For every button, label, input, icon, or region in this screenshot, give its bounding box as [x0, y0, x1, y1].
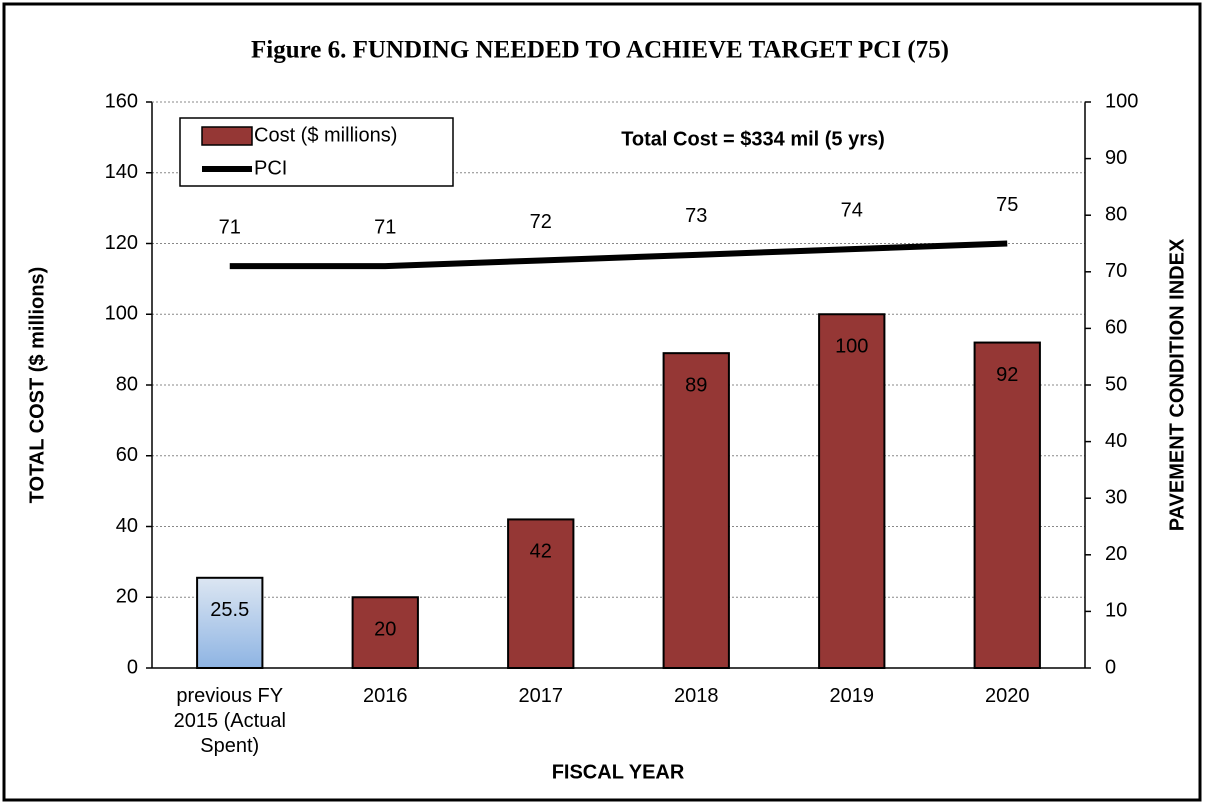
bar [507, 518, 575, 669]
x-tick-label: previous FY 2015 (Actual Spent) [173, 685, 286, 757]
data-label: 42 [530, 541, 552, 563]
data-label: 74 [841, 199, 863, 221]
y-tick-label: 160 [105, 90, 138, 112]
x-tick-label: 2017 [518, 685, 564, 707]
annotation: Total Cost = $334 mil (5 yrs) [621, 128, 885, 150]
x-tick-label: 2019 [829, 685, 875, 707]
x-axis-title: FISCAL YEAR [552, 761, 685, 783]
y2-tick-label: 80 [1105, 203, 1127, 225]
data-label: 73 [685, 205, 707, 227]
data-label: 25.5 [210, 599, 249, 621]
data-label: 89 [685, 374, 707, 396]
y-axis-title: TOTAL COST ($ millions) [26, 267, 48, 504]
legend-label: PCI [254, 157, 287, 179]
data-label: 71 [374, 216, 396, 238]
y2-tick-label: 0 [1105, 656, 1116, 678]
bar [351, 596, 419, 669]
y-tick-label: 80 [116, 373, 138, 395]
y2-tick-label: 90 [1105, 147, 1127, 169]
line [229, 240, 1008, 270]
y2-tick-label: 60 [1105, 317, 1127, 339]
y2-tick-label: 20 [1105, 543, 1127, 565]
y2-tick-label: 70 [1105, 260, 1127, 282]
data-label: 20 [374, 619, 396, 641]
x-tick-label: 2018 [674, 685, 719, 707]
y2-tick-label: 100 [1105, 90, 1138, 112]
data-label: 92 [996, 364, 1018, 386]
data-label: 75 [996, 194, 1018, 216]
data-label: 72 [530, 211, 552, 233]
y2-tick-label: 40 [1105, 430, 1127, 452]
x-tick-label: 2016 [363, 685, 408, 707]
x-tick-label: 2020 [985, 685, 1030, 707]
data-label: 71 [219, 216, 241, 238]
y-tick-label: 60 [116, 444, 138, 466]
y-tick-label: 100 [105, 303, 138, 325]
bar [818, 313, 886, 669]
y-tick-label: 140 [105, 161, 138, 183]
legend-label: Cost ($ millions) [254, 124, 397, 146]
y2-tick-label: 50 [1105, 373, 1127, 395]
bar [662, 352, 730, 669]
y-tick-label: 120 [105, 232, 138, 254]
bar [196, 576, 264, 670]
y-tick-label: 40 [116, 515, 138, 537]
data-label: 100 [835, 336, 868, 358]
chart-title: Figure 6. FUNDING NEEDED TO ACHIEVE TARG… [251, 37, 949, 64]
y2-axis-title: PAVEMENT CONDITION INDEX [1166, 238, 1188, 531]
y2-tick-label: 10 [1105, 600, 1127, 622]
legend-swatch [201, 126, 253, 146]
y2-tick-label: 30 [1105, 486, 1127, 508]
y-tick-label: 0 [127, 656, 138, 678]
bar [973, 341, 1041, 669]
y-tick-label: 20 [116, 586, 138, 608]
